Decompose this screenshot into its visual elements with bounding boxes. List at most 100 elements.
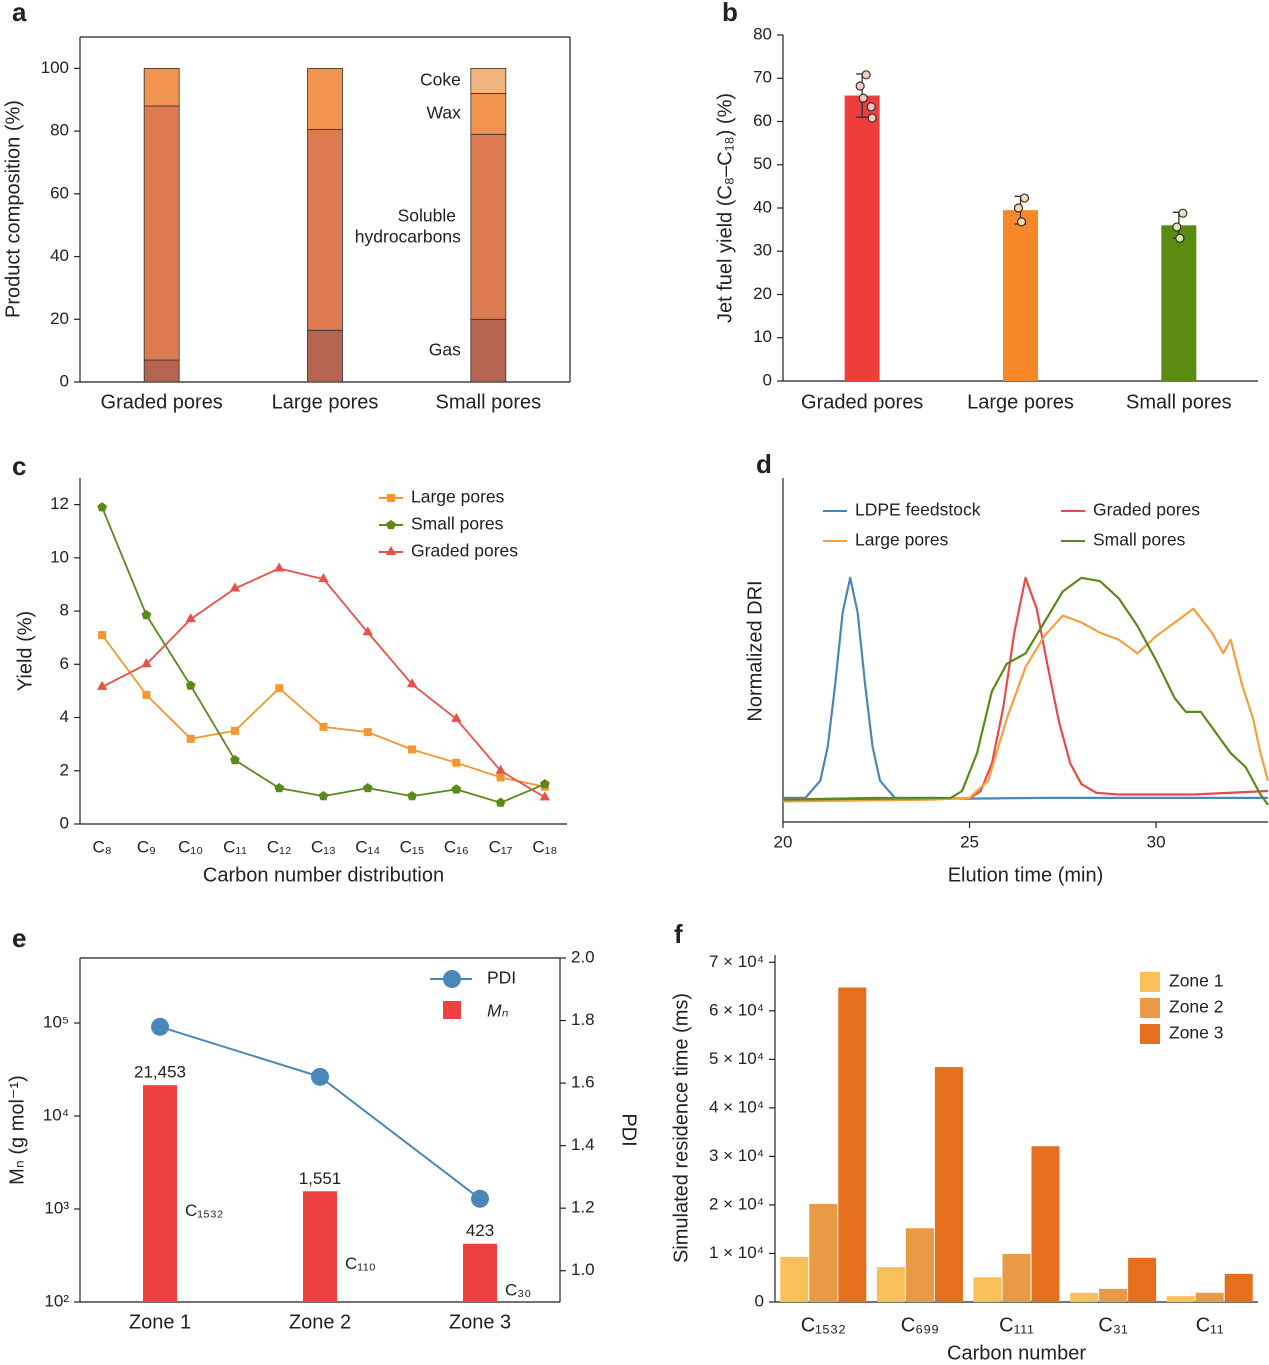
data-point — [1019, 193, 1030, 203]
data-point — [1178, 208, 1188, 218]
legend-swatch — [1140, 1024, 1160, 1044]
marker — [471, 1189, 489, 1208]
y-tick-label: 80 — [753, 24, 772, 43]
marker — [363, 728, 372, 737]
legend-swatch — [443, 970, 461, 988]
y-tick-label: 3 × 10⁴ — [709, 1146, 764, 1165]
y-tick-label: 2 — [60, 760, 69, 779]
data-point — [1172, 222, 1182, 232]
x-tick-label: C₁₆ — [444, 837, 469, 856]
axis-title: Carbon number distribution — [203, 864, 444, 886]
x-tick-label: Graded pores — [101, 391, 223, 413]
y-tick-label: 40 — [753, 197, 772, 216]
value-label: 21,453 — [134, 1063, 186, 1082]
legend-label: Small pores — [411, 514, 504, 534]
x-tick-label: C₉ — [137, 837, 156, 856]
marker — [452, 758, 461, 767]
bar-segment — [307, 67, 343, 130]
y-tick-label: 0 — [60, 371, 69, 390]
marker — [142, 690, 151, 699]
bar — [1099, 1288, 1128, 1302]
legend-label: Large pores — [855, 530, 949, 550]
series-line — [783, 576, 1268, 800]
legend-label: Mₙ — [487, 1001, 509, 1021]
marker — [274, 782, 285, 793]
legend-label: Graded pores — [1093, 500, 1200, 520]
x-tick-label: C₁₀ — [178, 837, 203, 856]
y-tick-label: 50 — [753, 154, 772, 173]
y-tick-label: 1.0 — [571, 1260, 595, 1279]
x-tick-label: Small pores — [436, 391, 542, 413]
y-tick-label: 1 × 10⁴ — [709, 1243, 764, 1262]
marker — [318, 573, 329, 583]
bar — [143, 1085, 177, 1302]
marker — [229, 582, 241, 592]
data-point — [866, 102, 876, 112]
bar — [809, 1203, 838, 1302]
bar-segment — [470, 133, 507, 320]
marker — [540, 778, 550, 789]
x-tick-label: Graded pores — [801, 391, 923, 413]
bar-segment — [470, 318, 507, 383]
marker — [407, 790, 417, 801]
marker — [141, 609, 152, 620]
y-tick-label: 20 — [50, 309, 69, 328]
y-tick-label: 10 — [753, 327, 772, 346]
x-tick-label: C₁₄ — [355, 837, 380, 856]
y-tick-label: 4 — [60, 707, 69, 726]
legend-label: Large pores — [411, 487, 505, 507]
marker — [311, 1067, 329, 1086]
legend-label: Zone 3 — [1169, 1023, 1223, 1043]
label-line: hydrocarbons — [355, 226, 461, 246]
x-tick-label: C₁₅ — [400, 837, 425, 856]
marker — [406, 678, 418, 688]
bar — [303, 1191, 337, 1302]
y-tick-label: 60 — [50, 183, 69, 202]
marker — [362, 626, 373, 636]
x-tick-label: Large pores — [272, 391, 379, 413]
y-tick-label: 6 — [60, 654, 69, 673]
value-label: 423 — [466, 1221, 494, 1240]
y-tick-label: 1.2 — [571, 1198, 595, 1217]
marker — [186, 734, 195, 743]
series-label: Soluble hydrocarbons — [355, 205, 461, 246]
marker — [319, 722, 328, 731]
y-tick-label: 0 — [763, 370, 772, 389]
series-line — [101, 567, 546, 799]
legend-swatch — [1140, 972, 1160, 992]
x-tick-label: Zone 2 — [289, 1311, 351, 1333]
x-tick-label: C₃₁ — [1098, 1314, 1128, 1336]
x-tick-label: C₁₈ — [532, 837, 557, 856]
y-tick-label: 4 × 10⁴ — [709, 1097, 764, 1116]
y-tick-label: 0 — [755, 1291, 764, 1310]
x-tick-label: Zone 3 — [449, 1311, 511, 1333]
y-tick-label: 10 — [50, 547, 69, 566]
y-tick-label: 7 × 10⁴ — [709, 952, 764, 971]
x-tick-label: 20 — [774, 832, 793, 851]
panel-letter: b — [722, 0, 738, 27]
y-tick-label: 2 × 10⁴ — [709, 1194, 764, 1213]
axis-title: Simulated residence time (ms) — [670, 993, 692, 1263]
marker — [495, 797, 506, 807]
y-tick-label: 100 — [41, 58, 69, 77]
axis-title: Product composition (%) — [2, 100, 24, 318]
bar — [1003, 210, 1038, 381]
y-tick-label: 40 — [50, 246, 69, 265]
bar — [973, 1277, 1002, 1302]
series-line — [782, 576, 1269, 806]
marker — [451, 712, 462, 722]
y-tick-label: 80 — [50, 121, 69, 140]
bar — [1166, 1296, 1195, 1302]
marker — [318, 790, 329, 801]
series-line — [782, 607, 1269, 803]
y-tick-label: 10² — [44, 1291, 69, 1310]
x-tick-label: 25 — [960, 832, 979, 851]
x-tick-label: C₁₂ — [267, 837, 292, 856]
y-tick-label: 6 × 10⁴ — [709, 1000, 764, 1019]
y-tick-label: 5 × 10⁴ — [709, 1049, 764, 1068]
legend-label: Small pores — [1093, 530, 1186, 550]
y-tick-label: 10⁴ — [43, 1105, 69, 1124]
bar — [780, 1256, 809, 1302]
axis-title: Jet fuel yield (C₈–C₁₈) (%) — [714, 93, 736, 323]
x-tick-label: C₆₉₉ — [901, 1314, 939, 1336]
